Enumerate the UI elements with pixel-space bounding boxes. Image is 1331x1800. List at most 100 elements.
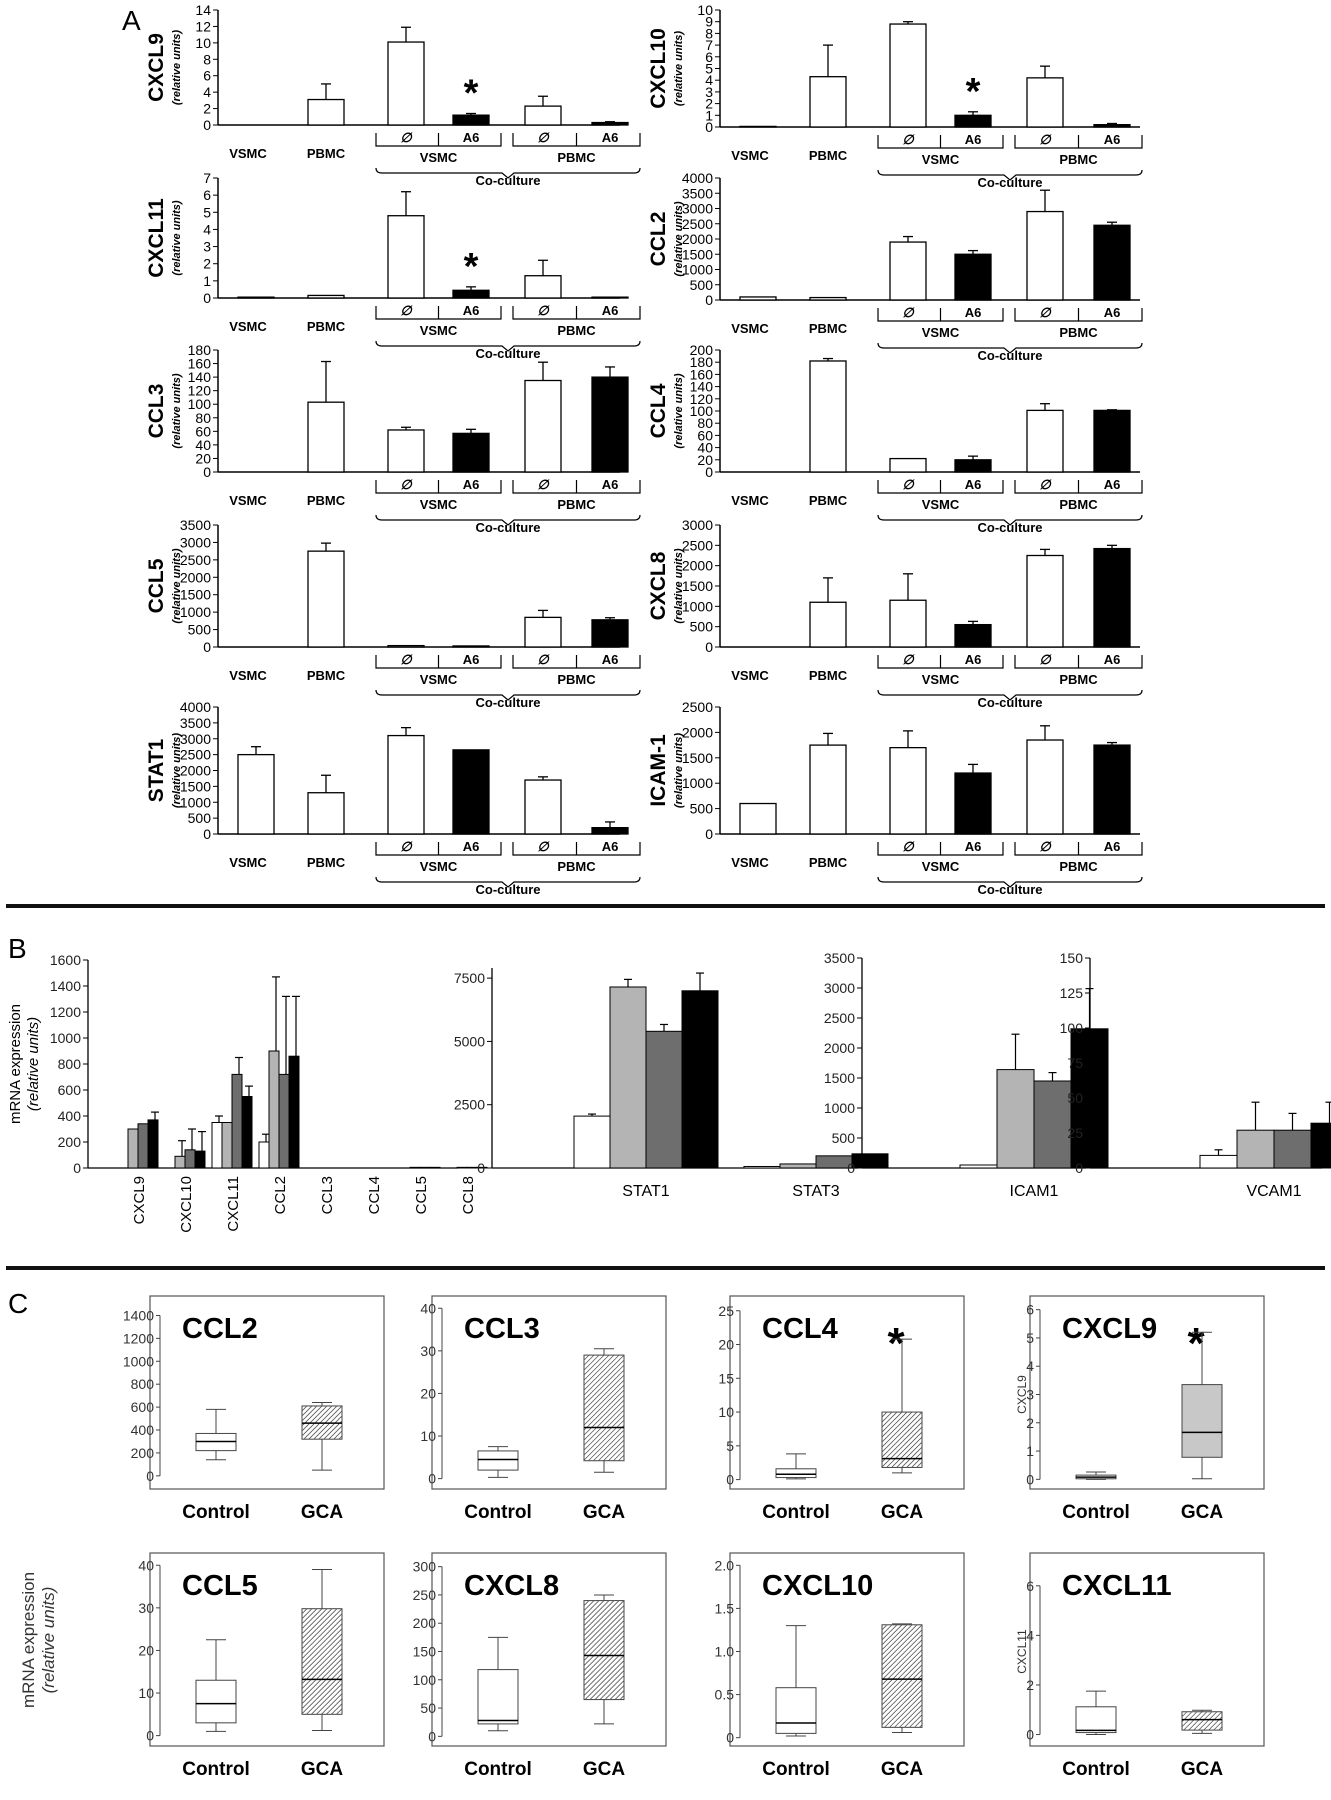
- hatch-line: [906, 1451, 923, 1468]
- bar: [307, 401, 345, 473]
- y-tick-label: 0: [726, 1730, 734, 1746]
- y-axis-label-units: (relative units): [25, 1017, 42, 1111]
- y-tick-label: 2000: [180, 569, 211, 585]
- coculture-label: Co-culture: [476, 882, 541, 897]
- y-tick-label: 500: [832, 1130, 856, 1146]
- hatch-line: [301, 1608, 308, 1614]
- y-tick-label: 2: [203, 256, 211, 272]
- bar: [681, 990, 719, 1169]
- bar: [194, 1150, 206, 1169]
- y-tick-label: 800: [131, 1376, 155, 1392]
- category-label-pbmc: PBMC: [307, 493, 346, 508]
- hatch-line: [301, 1608, 328, 1634]
- group-label: PBMC: [557, 672, 596, 687]
- y-title-group: CCL2 (relative units): [647, 201, 685, 277]
- y-tick-label: 5: [726, 1438, 734, 1454]
- hatch-line: [301, 1405, 318, 1422]
- hatch-line: [321, 1693, 343, 1715]
- sub-label: ∅: [902, 839, 915, 854]
- chart-c-ccl2: 0 200 400 600 800 1000 1200 1400 CCL2 Control GCA: [123, 1295, 385, 1523]
- y-tick-label: 0: [146, 1468, 154, 1484]
- bar: [954, 459, 992, 473]
- y-tick-label: 6: [203, 68, 211, 84]
- y-tick-label: 20: [697, 452, 713, 468]
- bar: [809, 744, 847, 835]
- y-tick-label: 0: [146, 1728, 154, 1744]
- bar: [307, 550, 345, 648]
- chart-title: CCL5: [182, 1570, 258, 1602]
- y-tick-label: 10: [138, 1685, 154, 1701]
- sub-label: ∅: [1039, 839, 1052, 854]
- hatch-line: [301, 1608, 318, 1624]
- hatch-line: [881, 1426, 923, 1468]
- y-tick-label: 2500: [180, 552, 211, 568]
- category-label-pbmc: PBMC: [809, 321, 848, 336]
- chart-title: CCL5: [145, 558, 168, 613]
- category-label-pbmc: PBMC: [307, 319, 346, 334]
- bar: [452, 749, 490, 835]
- y-tick-label: 0.5: [715, 1687, 735, 1703]
- y-tick-label: 0: [203, 639, 211, 655]
- bar: [524, 779, 562, 835]
- panel-label-a: A: [122, 5, 141, 36]
- hatch-line: [583, 1600, 605, 1621]
- bar: [387, 429, 425, 473]
- y-tick-label: 0: [705, 826, 713, 842]
- y-tick-label: 2000: [682, 558, 713, 574]
- y-title-group: CXCL9 (relative units): [145, 30, 183, 106]
- significance-asterisk: *: [966, 71, 981, 113]
- bar: [645, 1030, 683, 1169]
- sub-label: ∅: [537, 839, 550, 854]
- chart-a-icam-1: 0 500 1000 1500 2000 2500 ICAM-1 (relative unit…: [647, 699, 1143, 897]
- y-tick-label: 7500: [454, 970, 485, 986]
- bar: [959, 1164, 998, 1169]
- hatch-line: [583, 1354, 600, 1371]
- bar: [1026, 409, 1064, 473]
- y-tick-label: 2: [705, 96, 713, 112]
- coculture-label: Co-culture: [476, 346, 541, 361]
- chart-title: CXCL10: [647, 28, 670, 109]
- bar: [524, 379, 562, 473]
- category-label: Control: [762, 1759, 830, 1780]
- y-tick-label: 200: [58, 1134, 82, 1150]
- y-tick-label: 1600: [50, 952, 81, 968]
- coculture-label: Co-culture: [476, 695, 541, 710]
- category-label-pbmc: PBMC: [809, 148, 848, 163]
- y-tick-label: 3500: [180, 715, 211, 731]
- coculture-brace: [877, 689, 1143, 701]
- sub-label: A6: [463, 477, 480, 492]
- bar: [387, 41, 425, 126]
- hatch-line: [301, 1628, 343, 1669]
- group-label: VSMC: [420, 150, 458, 165]
- sub-label: ∅: [1039, 305, 1052, 320]
- y-tick-label: 0: [1075, 1160, 1083, 1176]
- group-label: VSMC: [922, 325, 960, 340]
- sub-label: A6: [1104, 305, 1121, 320]
- category-label: GCA: [881, 1759, 924, 1780]
- hatch-line: [881, 1411, 918, 1448]
- coculture-brace: [375, 340, 641, 352]
- hatch-line: [881, 1411, 903, 1433]
- chart-c-cxcl10: 0 0.5 1.0 1.5 2.0 CXCL10 Control GCA: [715, 1552, 965, 1780]
- y-tick-label: 0: [477, 1160, 485, 1176]
- hatch-line: [881, 1649, 923, 1691]
- box-iqr: [195, 1679, 237, 1724]
- category-label-vsmc: VSMC: [229, 319, 267, 334]
- bar: [809, 601, 847, 648]
- y-tick-label: 1000: [50, 1030, 81, 1046]
- y-tick-label: 1500: [682, 578, 713, 594]
- plot-frame: [1029, 1552, 1265, 1747]
- y-tick-label: 10: [718, 1404, 734, 1420]
- panel-label-c: C: [8, 1288, 28, 1319]
- category-label-vsmc: VSMC: [731, 493, 769, 508]
- bar: [452, 645, 490, 648]
- hatch-line: [583, 1409, 625, 1451]
- bar: [809, 296, 847, 301]
- y-tick-label: 10: [420, 1428, 436, 1444]
- hatch-line: [1181, 1711, 1188, 1718]
- y-tick-label: 20: [420, 1385, 436, 1401]
- chart-c-ccl5: 0 10 20 30 40 CCL5 Control GCA: [138, 1552, 385, 1780]
- hatch-line: [881, 1624, 908, 1651]
